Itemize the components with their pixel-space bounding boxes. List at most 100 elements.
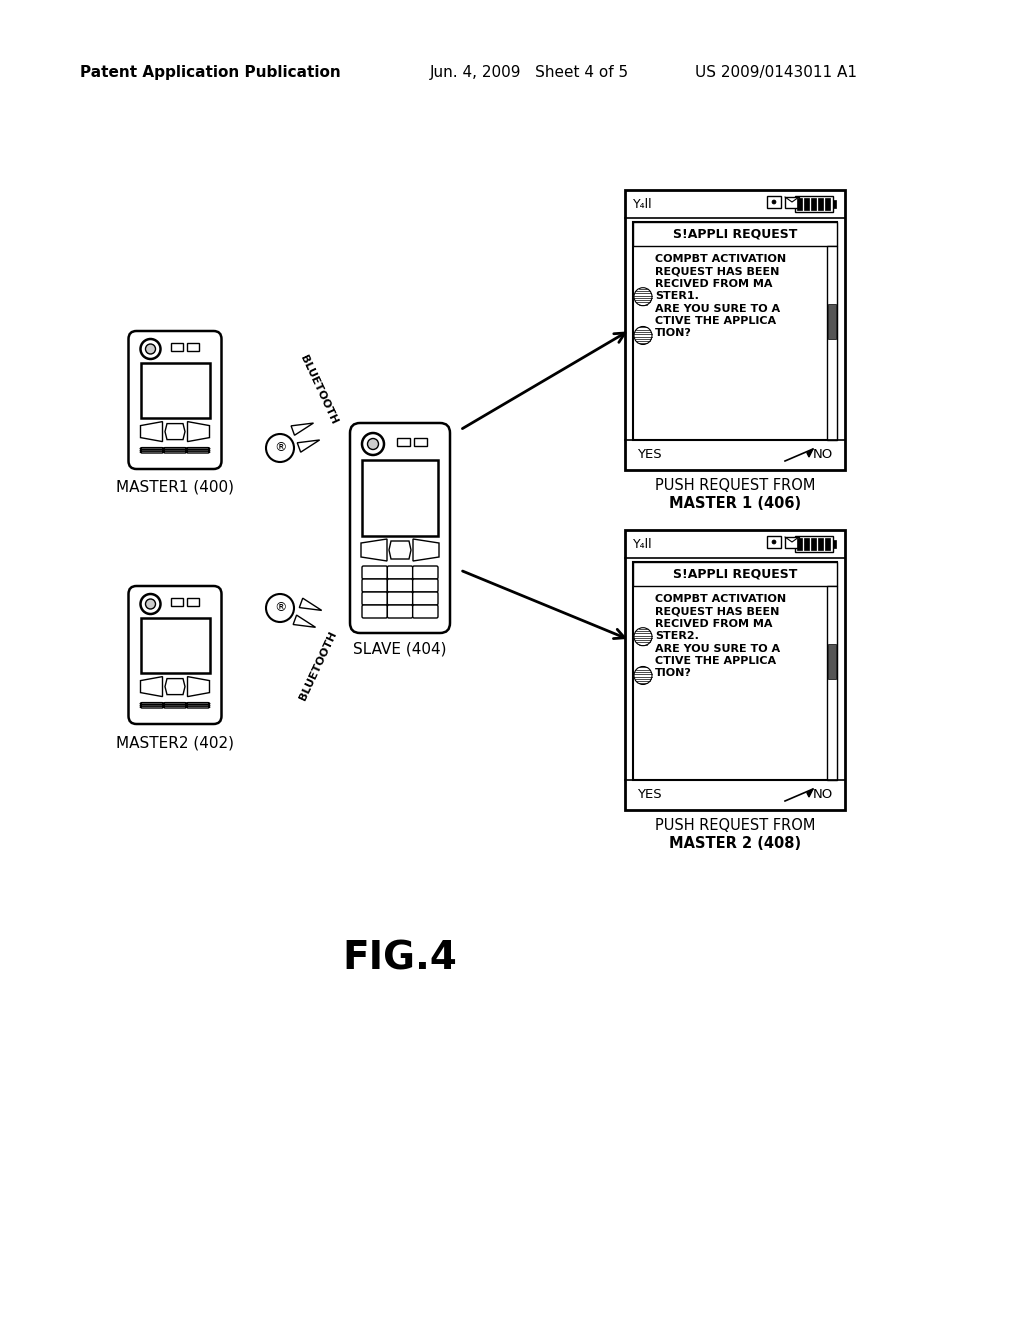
FancyBboxPatch shape — [164, 447, 186, 449]
Circle shape — [362, 433, 384, 455]
FancyBboxPatch shape — [362, 591, 387, 605]
Polygon shape — [140, 677, 163, 697]
FancyBboxPatch shape — [164, 451, 186, 453]
Text: S!APPLI REQUEST: S!APPLI REQUEST — [673, 227, 798, 240]
Circle shape — [145, 599, 156, 609]
Circle shape — [634, 628, 652, 645]
Text: US 2009/0143011 A1: US 2009/0143011 A1 — [695, 65, 857, 79]
Bar — [811, 198, 816, 210]
Circle shape — [634, 667, 652, 685]
Text: MASTER 1 (406): MASTER 1 (406) — [669, 496, 801, 511]
FancyBboxPatch shape — [387, 605, 413, 618]
Bar — [825, 539, 830, 550]
FancyBboxPatch shape — [362, 566, 387, 579]
Bar — [818, 198, 823, 210]
Polygon shape — [165, 424, 185, 440]
FancyBboxPatch shape — [413, 566, 438, 579]
FancyBboxPatch shape — [387, 566, 413, 579]
Polygon shape — [140, 421, 163, 442]
FancyBboxPatch shape — [128, 331, 221, 469]
Bar — [828, 304, 836, 339]
FancyBboxPatch shape — [413, 605, 438, 618]
FancyBboxPatch shape — [164, 449, 186, 451]
FancyBboxPatch shape — [413, 591, 438, 605]
Circle shape — [266, 434, 294, 462]
FancyBboxPatch shape — [350, 422, 450, 634]
FancyBboxPatch shape — [186, 449, 210, 451]
Text: FIG.4: FIG.4 — [343, 940, 458, 978]
Bar — [767, 195, 781, 209]
Text: Patent Application Publication: Patent Application Publication — [80, 65, 341, 79]
FancyBboxPatch shape — [186, 702, 210, 705]
Bar — [804, 539, 809, 550]
FancyBboxPatch shape — [128, 586, 221, 723]
FancyBboxPatch shape — [387, 579, 413, 591]
Polygon shape — [299, 598, 322, 610]
Bar — [804, 198, 809, 210]
Bar — [633, 562, 837, 780]
Bar — [171, 343, 182, 351]
Bar — [633, 222, 837, 440]
Polygon shape — [361, 539, 387, 561]
FancyBboxPatch shape — [362, 605, 387, 618]
Polygon shape — [293, 615, 315, 627]
Text: PUSH REQUEST FROM: PUSH REQUEST FROM — [654, 818, 815, 833]
Polygon shape — [807, 789, 813, 797]
FancyBboxPatch shape — [140, 447, 164, 449]
Bar — [797, 539, 802, 550]
Polygon shape — [187, 677, 210, 697]
Bar — [625, 531, 845, 810]
Text: MASTER2 (402): MASTER2 (402) — [116, 735, 234, 750]
Bar — [795, 536, 833, 552]
Text: COMPBT ACTIVATION
REQUEST HAS BEEN
RECIVED FROM MA
STER2.
ARE YOU SURE TO A
CTIV: COMPBT ACTIVATION REQUEST HAS BEEN RECIV… — [655, 594, 786, 678]
Polygon shape — [291, 422, 313, 436]
FancyBboxPatch shape — [140, 702, 164, 705]
Circle shape — [634, 288, 652, 306]
Bar — [633, 222, 837, 246]
Bar — [140, 363, 210, 417]
Bar — [827, 246, 837, 440]
Text: S!APPLI REQUEST: S!APPLI REQUEST — [673, 568, 798, 581]
FancyBboxPatch shape — [186, 706, 210, 708]
Bar — [785, 537, 799, 548]
Text: MASTER1 (400): MASTER1 (400) — [116, 480, 234, 495]
Bar — [785, 197, 799, 209]
Circle shape — [634, 326, 652, 345]
Text: NO: NO — [813, 449, 833, 462]
Text: ®: ® — [273, 441, 287, 454]
Bar — [140, 618, 210, 673]
FancyBboxPatch shape — [387, 591, 413, 605]
Bar — [811, 539, 816, 550]
Circle shape — [140, 594, 161, 614]
FancyBboxPatch shape — [413, 579, 438, 591]
FancyBboxPatch shape — [140, 451, 164, 453]
Text: BLUETOOTH: BLUETOOTH — [298, 354, 339, 426]
FancyBboxPatch shape — [164, 706, 186, 708]
Polygon shape — [807, 449, 813, 457]
Bar — [825, 198, 830, 210]
Text: YES: YES — [637, 449, 662, 462]
Bar — [633, 562, 837, 586]
Bar — [795, 195, 833, 213]
Bar — [625, 190, 845, 470]
Bar — [362, 459, 438, 536]
Bar — [186, 598, 199, 606]
Bar — [171, 598, 182, 606]
Bar — [818, 539, 823, 550]
Text: Y₄ll: Y₄ll — [633, 198, 652, 210]
FancyBboxPatch shape — [164, 702, 186, 705]
Bar — [827, 586, 837, 780]
Text: PUSH REQUEST FROM: PUSH REQUEST FROM — [654, 478, 815, 492]
FancyBboxPatch shape — [362, 579, 387, 591]
Bar — [797, 198, 802, 210]
Polygon shape — [297, 440, 319, 453]
Circle shape — [772, 540, 776, 544]
Circle shape — [140, 339, 161, 359]
Polygon shape — [165, 678, 185, 694]
Polygon shape — [389, 541, 411, 558]
FancyBboxPatch shape — [186, 447, 210, 449]
FancyBboxPatch shape — [164, 705, 186, 706]
Polygon shape — [413, 539, 439, 561]
Text: MASTER 2 (408): MASTER 2 (408) — [669, 836, 801, 851]
Text: YES: YES — [637, 788, 662, 801]
